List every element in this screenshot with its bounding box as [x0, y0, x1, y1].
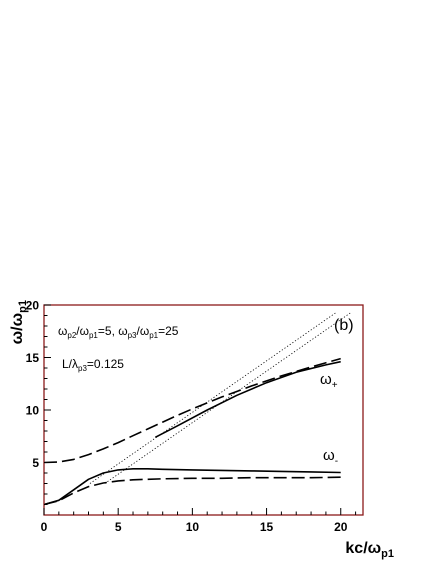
- y-axis-title-sub: p1: [17, 300, 29, 313]
- x-axis-title-sub: p1: [381, 548, 394, 560]
- annotation-text: /ω: [137, 324, 150, 338]
- annotation-subscript: p1: [89, 331, 98, 340]
- series-line-4-dashed: [43, 357, 341, 464]
- y-tick-label: 5: [32, 456, 39, 470]
- parameters-line-2: L/λp3=0.125: [62, 357, 124, 373]
- y-axis-title-main: ω/ω: [9, 313, 26, 344]
- ticks-group: 0 5 10 15 20 5 10 15 20: [26, 299, 357, 534]
- omega-minus-label: ω-: [323, 447, 338, 467]
- y-tick-label: 10: [26, 404, 40, 418]
- x-tick-label: 5: [115, 520, 122, 534]
- annotation-text: =5, ω: [98, 324, 128, 338]
- annotation-text: =25: [158, 324, 179, 338]
- y-axis-title: ω/ωp1: [9, 300, 29, 344]
- series-line-2-dotted: [104, 312, 352, 484]
- omega-plus-label: ω+: [320, 371, 338, 391]
- annotation-text: =0.125: [87, 357, 124, 371]
- panel-label: (b): [334, 317, 354, 334]
- curves-group: [43, 312, 352, 506]
- y-tick-label: 15: [26, 351, 40, 365]
- x-tick-label: 0: [41, 520, 48, 534]
- annotation-subscript: p3: [128, 331, 137, 340]
- omega-minus-main: ω: [323, 447, 335, 464]
- annotation-text: ω: [58, 324, 67, 338]
- series-line-6-dashed: [43, 476, 341, 506]
- annotation-text: L/λ: [62, 357, 78, 371]
- series-line-1-dotted: [89, 312, 337, 484]
- x-axis-title-main: kc/ω: [345, 540, 381, 557]
- annotation-subscript: p3: [78, 364, 87, 373]
- x-axis-title: kc/ωp1: [345, 540, 394, 560]
- series-line-5-solid: [43, 468, 341, 506]
- omega-plus-sub: +: [332, 380, 338, 391]
- x-tick-label: 15: [260, 520, 274, 534]
- parameters-line-1: ωp2/ωp1=5, ωp3/ωp1=25: [58, 324, 179, 340]
- y-tick-label: 20: [26, 299, 40, 313]
- annotation-subscript: p1: [149, 331, 158, 340]
- annotation-text: /ω: [76, 324, 89, 338]
- series-line-3-solid: [154, 360, 341, 439]
- omega-minus-sub: -: [335, 456, 338, 467]
- omega-plus-main: ω: [320, 371, 332, 388]
- annotation-subscript: p2: [67, 331, 76, 340]
- x-tick-label: 20: [334, 520, 348, 534]
- x-tick-label: 10: [186, 520, 200, 534]
